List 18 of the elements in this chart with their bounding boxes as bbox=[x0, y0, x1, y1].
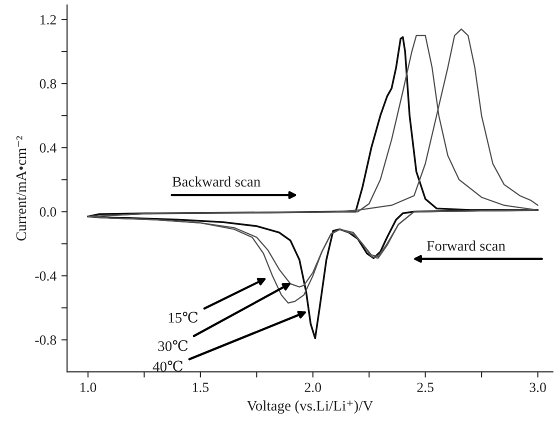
y-tick-label: 0.0 bbox=[40, 207, 56, 217]
y-tick-label: -0.8 bbox=[35, 335, 56, 345]
x-tick-label: 1.5 bbox=[192, 382, 209, 392]
annotation: 15℃ bbox=[168, 312, 198, 323]
x-axis-title: Voltage (vs.Li/Li⁺)/V bbox=[246, 400, 374, 414]
annotation: Backward scan bbox=[172, 176, 260, 187]
annotation: 40℃ bbox=[152, 360, 183, 372]
y-tick-label: 0.4 bbox=[40, 143, 56, 153]
y-axis-title: Current/mA•cm⁻² bbox=[16, 136, 26, 241]
annotation: 30℃ bbox=[158, 340, 188, 352]
x-tick-label: 2.5 bbox=[417, 382, 434, 392]
y-tick-label: -0.4 bbox=[35, 271, 56, 281]
annotation: Forward scan bbox=[426, 240, 506, 251]
x-tick-label: 2.0 bbox=[304, 382, 322, 392]
y-tick-label: 1.2 bbox=[40, 15, 56, 25]
x-tick-label: 3.0 bbox=[530, 382, 546, 392]
y-tick-label: 0.8 bbox=[40, 79, 56, 89]
x-tick-label: 1.0 bbox=[80, 382, 96, 392]
